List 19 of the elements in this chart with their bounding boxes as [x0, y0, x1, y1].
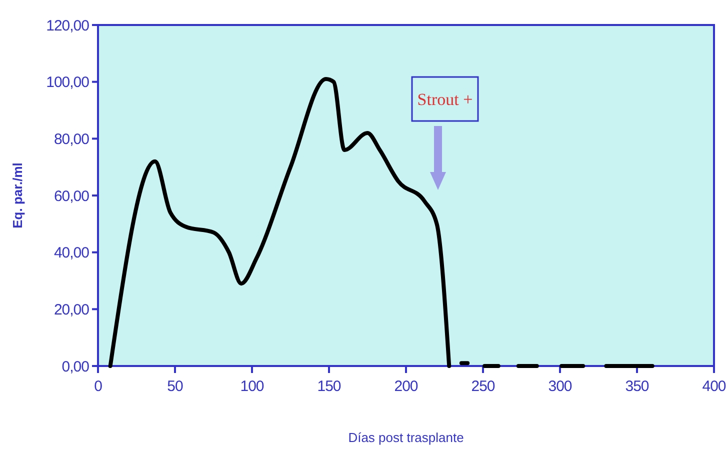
x-axis-title: Días post trasplante	[348, 430, 464, 445]
x-tick-label: 350	[625, 378, 649, 395]
x-tick-label: 150	[317, 378, 341, 395]
x-tick-label: 400	[702, 378, 726, 395]
x-tick-label: 300	[548, 378, 572, 395]
y-tick-label: 80,00	[54, 130, 90, 148]
annotation: Strout +	[417, 90, 473, 109]
y-tick-label: 20,00	[54, 301, 90, 318]
y-tick-label: 40,00	[54, 244, 90, 262]
x-tick-label: 0	[94, 378, 102, 395]
y-axis-title: Eq. par./ml	[10, 162, 25, 228]
x-tick-label: 50	[167, 378, 183, 395]
y-tick-label: 100,00	[46, 74, 90, 92]
y-tick-label: 0,00	[62, 358, 90, 376]
x-tick-label: 200	[394, 378, 418, 395]
x-tick-label: 250	[471, 378, 495, 395]
y-tick-label: 60,00	[54, 188, 90, 205]
x-tick-label: 100	[240, 378, 264, 395]
y-tick-label: 120,00	[46, 17, 90, 34]
